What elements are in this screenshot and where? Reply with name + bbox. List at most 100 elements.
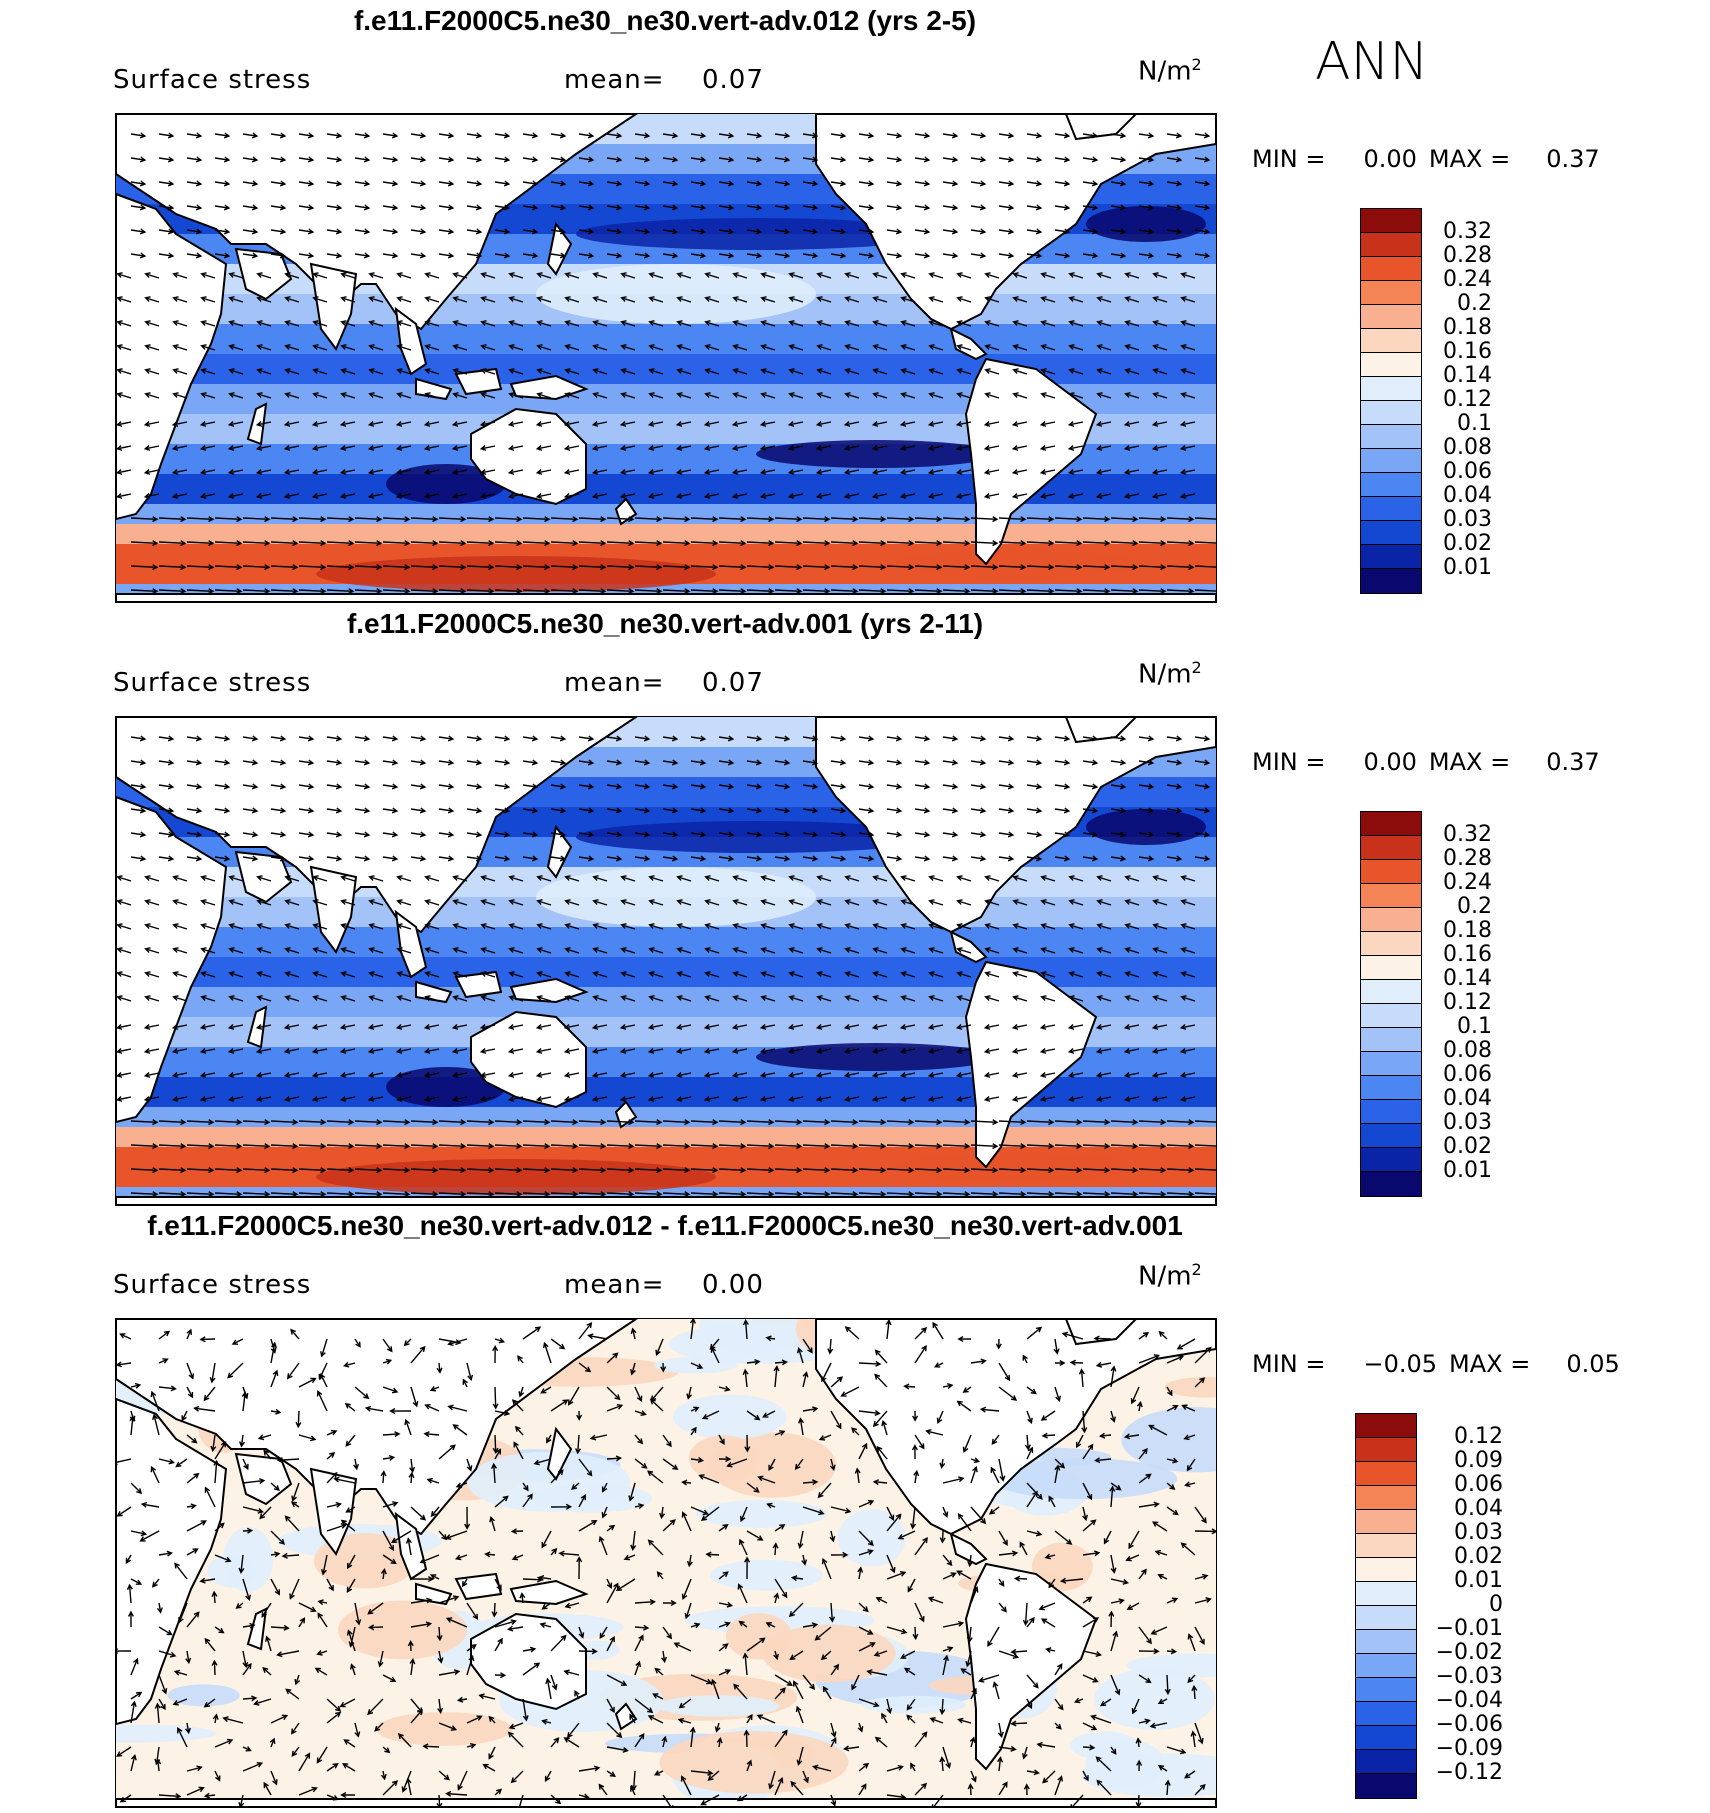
colorbar-cell — [1356, 1486, 1416, 1510]
max-value: 0.05 — [1566, 1350, 1620, 1378]
colorbar-tick-label: 0.18 — [1443, 918, 1492, 943]
colorbar-cell — [1356, 1678, 1416, 1702]
units-label: N/m2 — [1138, 658, 1202, 690]
colorbar-tick-label: 0.06 — [1454, 1472, 1503, 1497]
colorbar-tick-label: −0.03 — [1435, 1664, 1503, 1689]
colorbar-cell — [1361, 449, 1421, 473]
colorbar-tick-label: 0.09 — [1454, 1448, 1503, 1473]
colorbar-tick-label: 0.04 — [1443, 1086, 1492, 1111]
colorbar-cell — [1361, 305, 1421, 329]
colorbar-tick-label: −0.12 — [1435, 1760, 1503, 1785]
map-canvas — [116, 114, 1216, 602]
units-exponent: 2 — [1191, 658, 1202, 677]
colorbar-tick-label: −0.01 — [1435, 1616, 1503, 1641]
colorbar-tick-label: −0.09 — [1435, 1736, 1503, 1761]
colorbar-cell — [1361, 1172, 1421, 1196]
max-label: MAX = — [1428, 748, 1511, 776]
colorbar-tick-label: 0.03 — [1443, 1110, 1492, 1135]
max-value: 0.37 — [1546, 748, 1600, 776]
colorbar-cell — [1361, 1100, 1421, 1124]
colorbar-tick-label: 0.06 — [1443, 1062, 1492, 1087]
map-frame — [115, 113, 1217, 603]
colorbar-cell — [1361, 257, 1421, 281]
stress-vectors — [116, 735, 1216, 1198]
units-base: N/m — [1138, 56, 1192, 87]
colorbar-tick-label: 0.12 — [1443, 990, 1492, 1015]
units-base: N/m — [1138, 1261, 1192, 1292]
colorbar-cell — [1361, 1148, 1421, 1172]
units-exponent: 2 — [1191, 1260, 1202, 1279]
colorbar-tick-label: 0.28 — [1443, 243, 1492, 268]
units-exponent: 2 — [1191, 55, 1202, 74]
colorbar-cell — [1361, 1076, 1421, 1100]
colorbar-labels: 0.32 0.28 0.24 0.2 0.18 0.16 0.14 0.12 0.1 0.08 0.… — [1430, 811, 1492, 1211]
min-label: MIN = — [1252, 145, 1326, 173]
mean-value: 0.00 — [702, 1270, 764, 1300]
colorbar-cell — [1356, 1558, 1416, 1582]
colorbar-cell — [1356, 1606, 1416, 1630]
colorbar-cell — [1361, 836, 1421, 860]
colorbar-cell — [1356, 1702, 1416, 1726]
mean-label: mean= — [564, 65, 665, 95]
colorbar-cell — [1361, 812, 1421, 836]
colorbar-tick-label: 0.01 — [1454, 1568, 1503, 1593]
colorbar-tick-label: 0.18 — [1443, 315, 1492, 340]
colorbar-tick-label: 0.06 — [1443, 459, 1492, 484]
colorbar-tick-label: 0.14 — [1443, 966, 1492, 991]
colorbar — [1360, 208, 1422, 594]
colorbar-tick-label: −0.06 — [1435, 1712, 1503, 1737]
colorbar-tick-label: 0.32 — [1443, 822, 1492, 847]
colorbar-cell — [1361, 353, 1421, 377]
panel-model-012: f.e11.F2000C5.ne30_ne30.vert-adv.012 (yr… — [0, 5, 1710, 605]
max-value: 0.37 — [1546, 145, 1600, 173]
colorbar-tick-label: 0.04 — [1454, 1496, 1503, 1521]
min-max-readout: MIN = −0.05 MAX = 0.05 — [1252, 1350, 1620, 1378]
colorbar-tick-label: 0.12 — [1454, 1424, 1503, 1449]
colorbar-tick-label: 0 — [1489, 1592, 1503, 1617]
colorbar-tick-label: 0.08 — [1443, 1038, 1492, 1063]
colorbar-cell — [1361, 932, 1421, 956]
colorbar-tick-label: 0.28 — [1443, 846, 1492, 871]
stress-vectors — [116, 1319, 1216, 1807]
colorbar-tick-label: 0.1 — [1457, 411, 1492, 436]
map-canvas — [116, 1319, 1216, 1807]
colorbar-tick-label: 0.16 — [1443, 339, 1492, 364]
variable-label: Surface stress — [113, 1270, 312, 1300]
colorbar-labels: 0.32 0.28 0.24 0.2 0.18 0.16 0.14 0.12 0.1 0.08 0.… — [1430, 208, 1492, 608]
mean-label: mean= — [564, 668, 665, 698]
min-value: −0.05 — [1363, 1350, 1438, 1378]
mean-label: mean= — [564, 1270, 665, 1300]
colorbar — [1360, 811, 1422, 1197]
mean-value: 0.07 — [702, 65, 764, 95]
colorbar-cell — [1356, 1462, 1416, 1486]
colorbar-cell — [1356, 1630, 1416, 1654]
colorbar-cell — [1361, 908, 1421, 932]
colorbar-cell — [1361, 497, 1421, 521]
colorbar-cell — [1356, 1654, 1416, 1678]
colorbar-tick-label: 0.24 — [1443, 870, 1492, 895]
colorbar-tick-label: −0.02 — [1435, 1640, 1503, 1665]
panel-model-001: f.e11.F2000C5.ne30_ne30.vert-adv.001 (yr… — [0, 608, 1710, 1208]
colorbar-cell — [1361, 1052, 1421, 1076]
colorbar-cell — [1361, 569, 1421, 593]
colorbar-tick-label: 0.03 — [1443, 507, 1492, 532]
min-label: MIN = — [1252, 748, 1326, 776]
min-value: 0.00 — [1363, 748, 1417, 776]
colorbar-cell — [1361, 209, 1421, 233]
colorbar-cell — [1356, 1510, 1416, 1534]
variable-label: Surface stress — [113, 65, 312, 95]
colorbar-cell — [1361, 956, 1421, 980]
colorbar — [1355, 1413, 1417, 1799]
min-max-readout: MIN = 0.00 MAX = 0.37 — [1252, 748, 1600, 776]
colorbar-tick-label: 0.02 — [1454, 1544, 1503, 1569]
colorbar-tick-label: 0.2 — [1457, 894, 1492, 919]
panel-title: f.e11.F2000C5.ne30_ne30.vert-adv.012 - f… — [147, 1210, 1183, 1241]
colorbar-tick-label: 0.24 — [1443, 267, 1492, 292]
panel-title: f.e11.F2000C5.ne30_ne30.vert-adv.001 (yr… — [346, 608, 984, 639]
colorbar-tick-label: 0.02 — [1443, 531, 1492, 556]
colorbar-cell — [1361, 377, 1421, 401]
continents — [116, 717, 1216, 1205]
colorbar-cell — [1356, 1414, 1416, 1438]
colorbar-cell — [1356, 1774, 1416, 1798]
colorbar-cell — [1361, 980, 1421, 1004]
